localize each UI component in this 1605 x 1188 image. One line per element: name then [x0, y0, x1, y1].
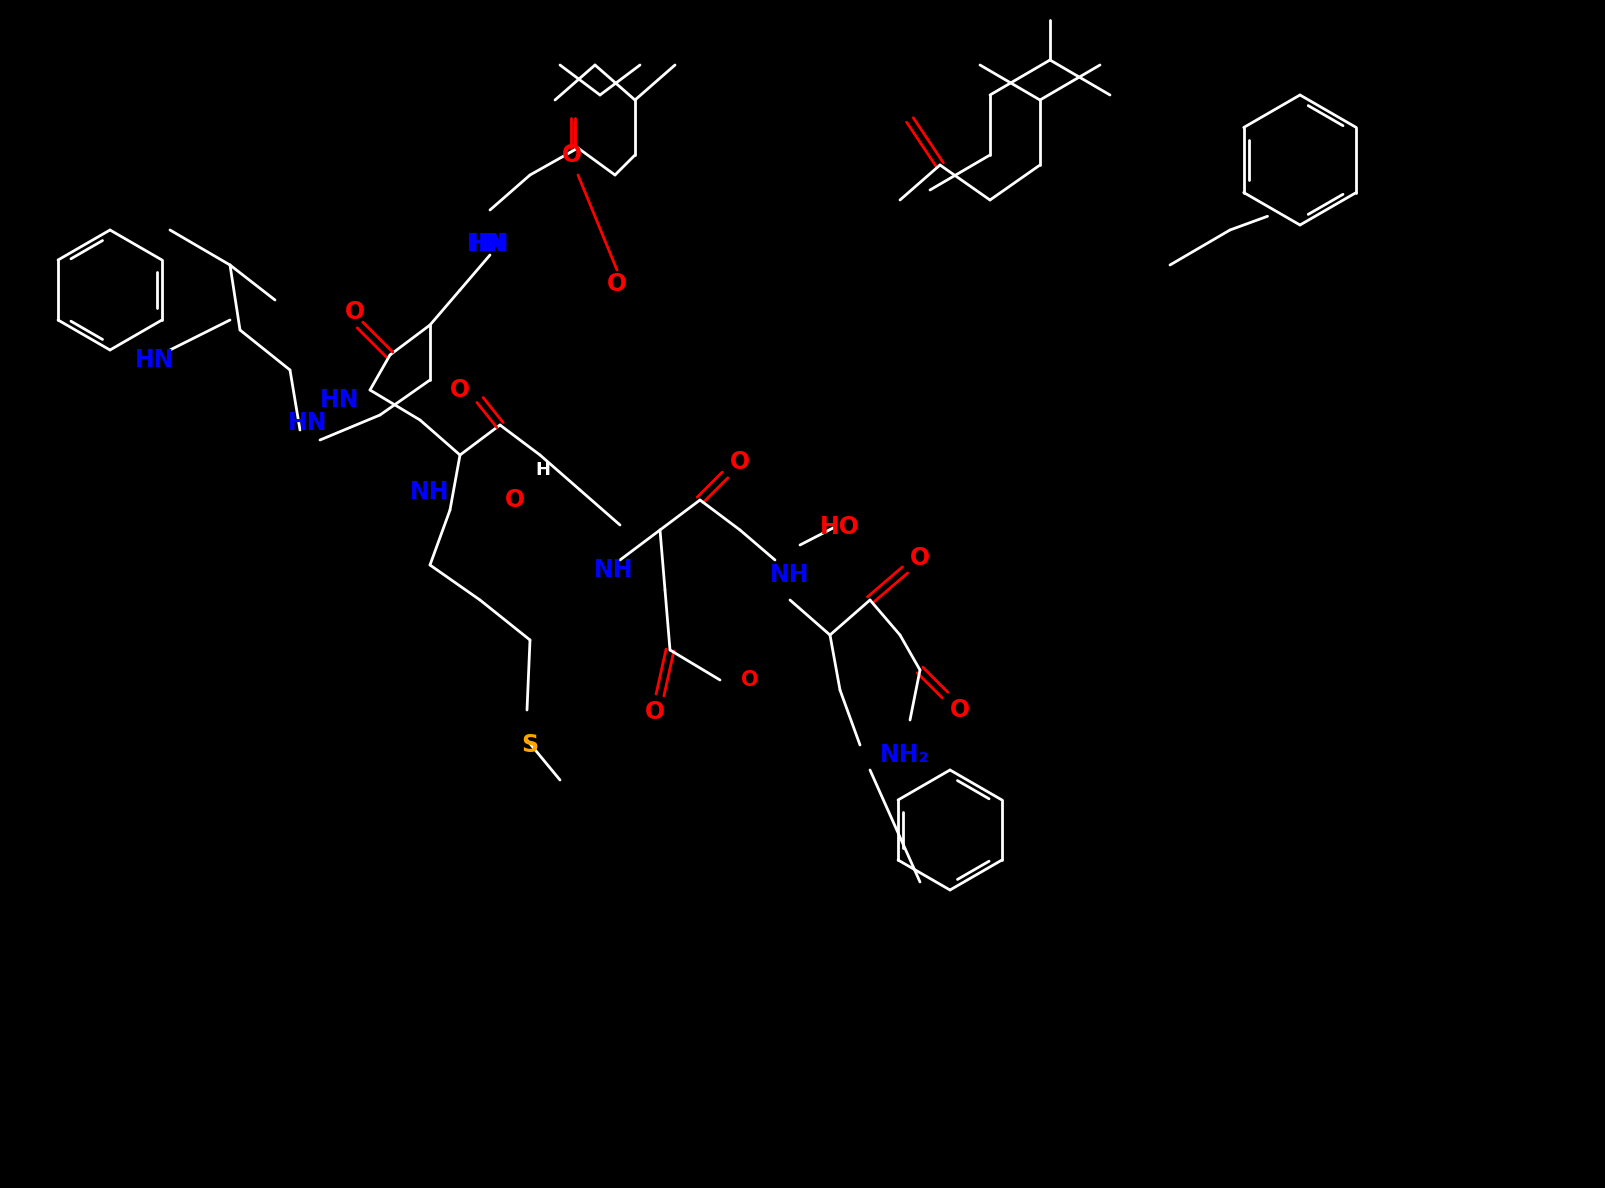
Text: NH₂: NH₂: [880, 742, 929, 767]
Text: NH: NH: [409, 480, 449, 504]
Text: O: O: [345, 301, 364, 324]
Text: O: O: [562, 143, 581, 168]
Text: O: O: [742, 670, 758, 690]
Text: O: O: [607, 272, 626, 296]
Text: HN: HN: [470, 232, 509, 255]
Text: HN: HN: [287, 411, 327, 435]
Text: HN: HN: [467, 232, 507, 255]
Text: H: H: [534, 461, 551, 479]
Text: HN: HN: [135, 348, 175, 372]
Text: O: O: [730, 450, 750, 474]
Text: NH: NH: [770, 563, 809, 587]
Text: HN: HN: [319, 388, 360, 412]
Text: O: O: [949, 699, 969, 722]
Text: O: O: [449, 378, 470, 402]
Text: NH: NH: [594, 558, 634, 582]
Text: HO: HO: [820, 516, 859, 539]
Text: O: O: [910, 546, 929, 570]
Text: O: O: [645, 700, 664, 723]
Text: O: O: [504, 488, 525, 512]
Text: S: S: [522, 733, 538, 757]
